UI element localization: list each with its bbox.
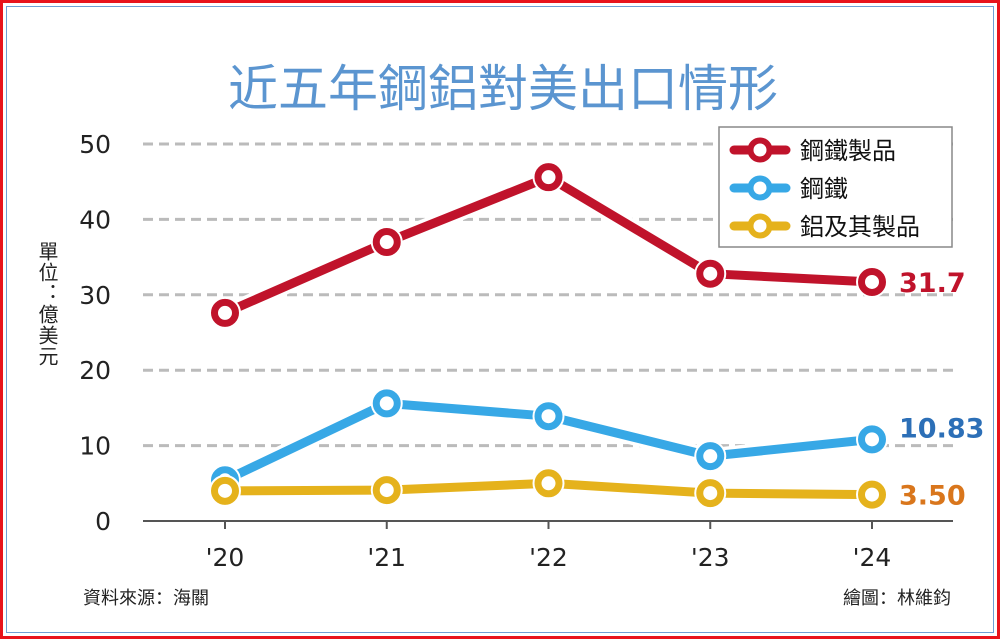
x-tick-label: '20: [206, 543, 245, 572]
data-point: [858, 267, 886, 296]
data-point: [211, 476, 239, 505]
credit-note: 繪圖：林維鈞: [843, 588, 951, 609]
data-point: [211, 298, 239, 327]
legend-label: 鋁及其製品: [800, 213, 920, 241]
x-tick-label: '22: [529, 543, 568, 572]
data-point: [534, 163, 563, 192]
source-note: 資料來源：海關: [83, 588, 209, 609]
data-point: [696, 259, 725, 288]
end-value-label: 31.7: [899, 268, 966, 299]
legend-marker: [747, 137, 773, 163]
y-tick-label: 0: [95, 507, 111, 536]
legend-label: 鋼鐵: [800, 175, 848, 203]
x-tick-label: '23: [691, 543, 730, 572]
data-point: [858, 425, 886, 454]
data-point: [534, 469, 563, 498]
data-point: [534, 402, 563, 431]
chart-title: 近五年鋼鋁對美出口情形: [228, 60, 778, 118]
data-point: [372, 476, 401, 505]
data-point: [696, 479, 725, 508]
series-1: 10.83: [209, 387, 984, 497]
legend-label: 鋼鐵製品: [800, 137, 896, 165]
end-value-label: 10.83: [899, 413, 984, 444]
data-point: [372, 228, 401, 257]
y-tick-label: 30: [79, 281, 111, 310]
chart-inner-border: [6, 6, 994, 633]
legend-marker: [747, 175, 773, 201]
data-point: [696, 442, 725, 471]
series-2: 3.50: [209, 467, 966, 512]
y-tick-label: 50: [79, 130, 111, 159]
series-0: 31.7: [209, 161, 966, 329]
y-tick-label: 10: [79, 432, 111, 461]
legend-marker: [747, 213, 773, 239]
y-axis-label: 單位：億美元: [35, 241, 59, 367]
x-tick-label: '24: [853, 543, 892, 572]
x-tick-label: '21: [367, 543, 406, 572]
end-value-label: 3.50: [899, 481, 966, 512]
y-tick-label: 40: [79, 205, 111, 234]
line-chart: 近五年鋼鋁對美出口情形 0 10 20 30 40 50 '20 '21 '22 '23 '24 3…: [79, 60, 984, 609]
data-point: [372, 389, 401, 418]
y-tick-label: 20: [79, 356, 111, 385]
data-point: [858, 480, 886, 509]
